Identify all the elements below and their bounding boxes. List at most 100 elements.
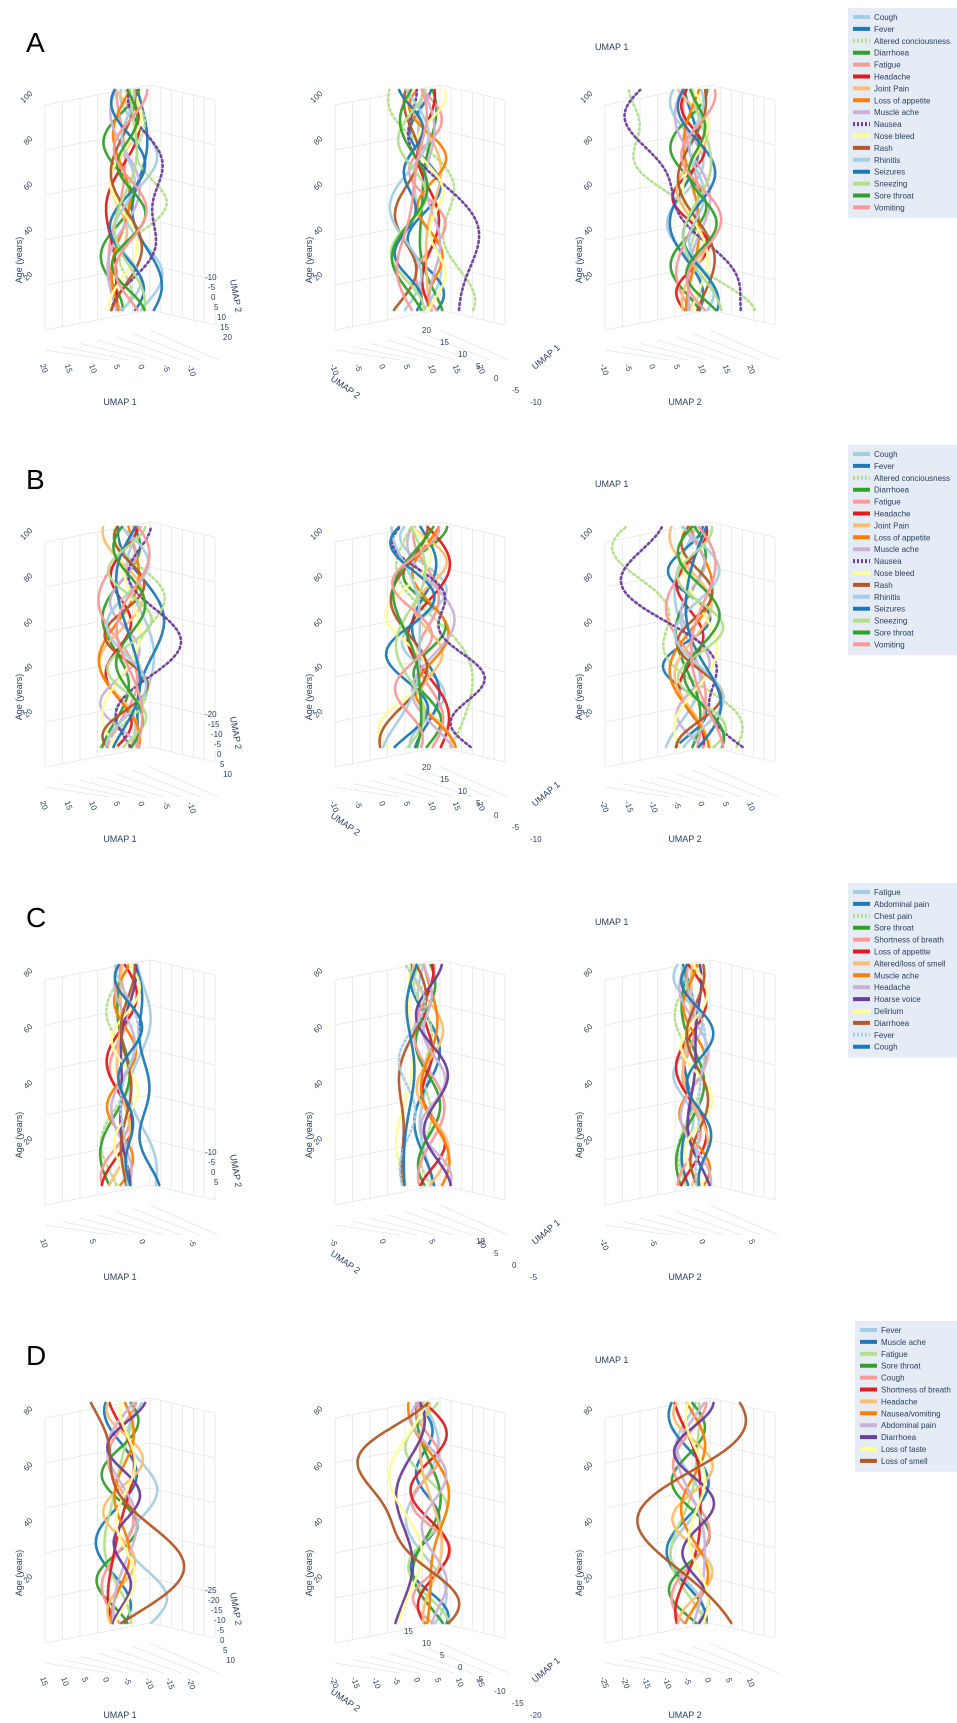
panel-d: D Fever Muscle ache Fatigue Sore throat Cough…: [14, 1321, 957, 1720]
trace-8: [668, 525, 714, 749]
trace-17: [390, 525, 441, 749]
grid-line: [439, 1642, 509, 1674]
grid-line: [657, 776, 725, 798]
grid-line: [404, 336, 473, 361]
traces: [394, 963, 453, 1187]
legend-entry: Diarrhoea: [874, 486, 910, 495]
trace-5: [664, 525, 708, 749]
age-tick: 100: [579, 89, 595, 105]
bottom-tick: 5: [80, 1676, 90, 1684]
age-tick: 60: [22, 1022, 35, 1035]
bottom-tick: 0: [697, 1238, 707, 1246]
umap1-axis-title: UMAP 1: [530, 1217, 562, 1246]
side-tick: 15: [404, 1627, 413, 1636]
bottom-tick: 15: [63, 363, 75, 375]
trace-15: [106, 525, 154, 749]
age-tick: 40: [22, 224, 35, 237]
bottom-tick: 0: [703, 1676, 713, 1684]
grid-line: [62, 783, 129, 798]
legend-entry: Fever: [874, 462, 895, 471]
trace-10: [406, 88, 481, 312]
side-tick: -10: [530, 398, 542, 407]
side-tick: 10: [422, 1639, 431, 1648]
side-tick: -5: [208, 283, 216, 292]
legend-entry: Cough: [874, 450, 898, 459]
side-tick: -15: [208, 720, 220, 729]
bottom-tick: 0: [101, 1676, 111, 1684]
side-tick: -10: [214, 1616, 226, 1625]
legend-entry: Shortness of breath: [874, 936, 944, 945]
grid-line: [657, 339, 725, 361]
trace-9: [675, 525, 711, 749]
legend-entry: Nausea: [874, 120, 902, 129]
umap2-axis-title: UMAP 2: [668, 1272, 701, 1282]
legend-entry: Loss of taste: [881, 1445, 927, 1454]
legend-entry: Fatigue: [881, 1350, 908, 1359]
legend-entry: Headache: [874, 983, 911, 992]
side-tick: 10: [217, 313, 226, 322]
trace-5: [410, 1401, 452, 1625]
bottom-tick: 15: [63, 800, 75, 812]
grid-line: [404, 1211, 473, 1236]
side-tick: -10: [205, 273, 217, 282]
legend-entry: Seizures: [874, 168, 905, 177]
bottom-tick: 10: [59, 1676, 71, 1688]
bottom-tick: 10: [426, 363, 438, 375]
panel-label: B: [26, 464, 45, 495]
legend-entry: Joint Pain: [874, 521, 909, 530]
bottom-tick: -15: [640, 1676, 653, 1690]
age-axis-title: Age (years): [574, 674, 584, 721]
umap2-axis-title: UMAP 2: [668, 397, 701, 407]
bottom-tick: 5: [88, 1238, 98, 1246]
bottom-tick: 15: [38, 1676, 50, 1688]
trace-12: [356, 1401, 461, 1625]
grid-line: [79, 1655, 147, 1674]
grid-line: [674, 773, 743, 798]
side-tick: 20: [422, 763, 431, 772]
age-tick: 40: [582, 224, 595, 237]
bottom-tick: -10: [647, 800, 660, 814]
umap2-axis-title: UMAP 2: [228, 1154, 244, 1189]
umap1-axis-title: UMAP 1: [530, 342, 562, 371]
age-tick: 40: [312, 224, 325, 237]
trace-11: [679, 963, 714, 1187]
grid-line: [692, 332, 761, 361]
trace-3: [394, 525, 474, 749]
age-axis-title: Age (years): [574, 1550, 584, 1597]
grid-line: [387, 776, 455, 798]
umap2-axis-title: UMAP 2: [668, 1710, 701, 1720]
grid-line: [132, 1207, 201, 1236]
side-tick: -5: [512, 823, 520, 832]
side-tick: -20: [205, 710, 217, 719]
trace-8: [97, 525, 142, 749]
age-tick: 60: [312, 1460, 325, 1473]
trace-17: [112, 88, 149, 312]
side-tick: 10: [458, 350, 467, 359]
age-axis-title: Age (years): [574, 1112, 584, 1159]
umap1-axis-title: UMAP 1: [103, 1272, 136, 1282]
age-tick: 60: [312, 179, 325, 192]
side-tick: 10: [476, 1237, 485, 1246]
bottom-tick: -15: [164, 1677, 177, 1691]
traces: [610, 525, 744, 749]
bottom-tick: 5: [672, 363, 682, 371]
bottom-tick: -10: [598, 363, 611, 377]
bottom-tick: 10: [745, 801, 757, 813]
bottom-tick: -15: [349, 1676, 362, 1690]
trace-12: [392, 88, 421, 312]
bottom-tick: -20: [328, 1676, 341, 1690]
grid-line: [404, 1649, 473, 1674]
grid-line: [387, 339, 455, 361]
legend-entry: Fatigue: [874, 498, 901, 507]
umap1-axis-title: UMAP 1: [530, 1655, 562, 1684]
age-tick: 40: [582, 1516, 595, 1529]
traces: [386, 88, 481, 312]
trace-13: [113, 963, 140, 1187]
traces: [671, 963, 715, 1187]
age-tick: 40: [312, 661, 325, 674]
umap1-axis-title: UMAP 1: [595, 42, 628, 52]
age-tick: 40: [312, 1078, 325, 1091]
legend-entry: Muscle ache: [874, 971, 919, 980]
